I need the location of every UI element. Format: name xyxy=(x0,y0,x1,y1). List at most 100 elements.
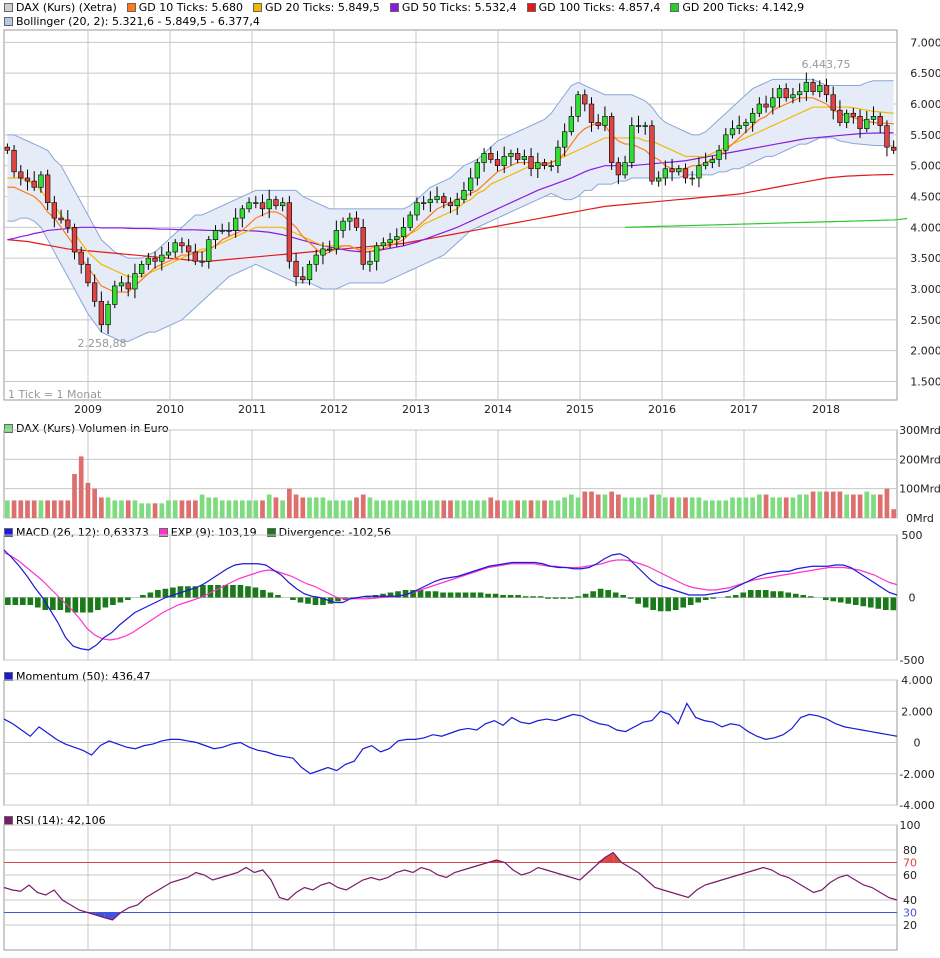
macd-divergence-bar xyxy=(755,590,762,598)
candle-body xyxy=(333,230,340,250)
volume-bar xyxy=(199,494,205,518)
macd-divergence-bar xyxy=(425,591,431,598)
candle-body xyxy=(454,199,460,207)
volume-bar xyxy=(313,497,319,518)
macd-divergence-bar xyxy=(110,597,116,605)
volume-bar xyxy=(569,494,574,518)
x-axis-year-label: 2015 xyxy=(566,403,594,416)
volume-bar xyxy=(528,500,534,518)
legend-swatch xyxy=(389,2,399,12)
macd-divergence-bar xyxy=(155,590,161,598)
candle-body xyxy=(474,162,481,179)
candle-body xyxy=(286,202,293,262)
macd-divergence-bar xyxy=(545,597,551,599)
candle-body xyxy=(145,257,152,265)
legend-item-gd10: GD 10 Ticks: 5.680 xyxy=(126,1,243,14)
candle-body xyxy=(561,131,568,148)
volume-bar xyxy=(334,500,339,518)
macd-divergence-bar xyxy=(312,597,319,605)
candle-body xyxy=(595,122,601,126)
candle-body xyxy=(340,220,346,231)
candle-body xyxy=(44,174,51,203)
bollinger-legend: Bollinger (20, 2): 5.321,6 - 5.849,5 - 6… xyxy=(4,14,270,28)
volume-bar xyxy=(649,494,655,518)
volume-bar xyxy=(770,497,776,518)
macd-divergence-bar xyxy=(762,590,769,598)
volume-bar xyxy=(273,497,279,518)
volume-bar xyxy=(253,500,259,518)
macd-divergence-bar xyxy=(267,592,274,598)
macd-divergence-bar xyxy=(680,597,687,608)
candle-body xyxy=(709,159,716,163)
candle-body xyxy=(857,116,863,129)
legend-label: GD 100 Ticks: 4.857,4 xyxy=(538,0,661,14)
candle-body xyxy=(555,146,561,166)
volume-bar xyxy=(407,500,413,518)
volume-bar xyxy=(710,500,715,518)
candle-body xyxy=(723,134,729,151)
candle-body xyxy=(541,162,548,166)
candle-body xyxy=(602,116,608,126)
macd-divergence-bar xyxy=(567,597,574,599)
candle-body xyxy=(387,239,393,244)
volume-bar xyxy=(676,497,682,518)
volume-bar xyxy=(45,500,50,518)
candle-body xyxy=(608,116,615,163)
macd-divergence-bar xyxy=(380,593,386,598)
volume-bar xyxy=(454,500,460,518)
volume-bar xyxy=(535,500,541,518)
candle-body xyxy=(373,245,380,262)
macd-divergence-bar xyxy=(770,591,777,598)
macd-divergence-bar xyxy=(440,592,446,598)
volume-bar xyxy=(696,497,702,518)
macd-divergence-bar xyxy=(635,597,641,604)
volume-bar xyxy=(119,500,124,518)
candle-body xyxy=(729,128,736,136)
candle-body xyxy=(864,119,870,129)
legend-item-dax: DAX (Kurs) (Xetra) xyxy=(4,1,117,14)
volume-bar xyxy=(743,497,749,518)
x-axis-year-label: 2011 xyxy=(238,403,266,416)
momentum-y-tick: 4.000 xyxy=(901,674,933,687)
volume-bar xyxy=(736,497,742,518)
macd-divergence-bar xyxy=(695,597,702,603)
volume-bar xyxy=(166,500,171,518)
macd-divergence-bar xyxy=(845,597,852,604)
candle-body xyxy=(810,82,816,92)
volume-bar xyxy=(219,500,225,518)
legend-label: GD 50 Ticks: 5.532,4 xyxy=(401,0,517,14)
candle-body xyxy=(51,202,58,219)
macd-divergence-bar xyxy=(185,586,191,598)
volume-bar xyxy=(125,500,131,518)
macd-divergence-bar xyxy=(537,596,544,598)
legend-item-gd20: GD 20 Ticks: 5.849,5 xyxy=(253,1,380,14)
volume-bar xyxy=(11,500,17,518)
volume-bar xyxy=(609,491,614,518)
gd50-line xyxy=(7,132,894,253)
candle-body xyxy=(353,217,360,228)
volume-bar xyxy=(193,500,198,518)
candle-body xyxy=(850,112,857,117)
candle-body xyxy=(508,153,514,157)
volume-bar xyxy=(683,497,688,518)
volume-bar xyxy=(716,500,722,518)
price-y-tick: 2.500 xyxy=(910,314,940,327)
candle-body xyxy=(890,146,897,151)
candle-body xyxy=(31,180,37,188)
legend-swatch xyxy=(158,527,168,537)
macd-divergence-bar xyxy=(290,597,296,600)
volume-bar xyxy=(562,497,567,518)
volume-bar xyxy=(548,500,554,518)
candle-body xyxy=(501,156,507,166)
legend-label: Bollinger (20, 2): 5.321,6 - 5.849,5 - 6… xyxy=(16,14,260,28)
volume-bar xyxy=(817,491,823,518)
macd-divergence-bar xyxy=(485,593,491,598)
volume-bar xyxy=(642,497,648,518)
tick-interval-note: 1 Tick = 1 Monat xyxy=(8,388,102,401)
candle-body xyxy=(521,156,528,160)
volume-bar xyxy=(213,497,218,518)
volume-bar xyxy=(300,497,306,518)
rsi-y-tick: 20 xyxy=(903,919,917,932)
candle-body xyxy=(58,217,64,221)
volume-bar xyxy=(871,494,876,518)
